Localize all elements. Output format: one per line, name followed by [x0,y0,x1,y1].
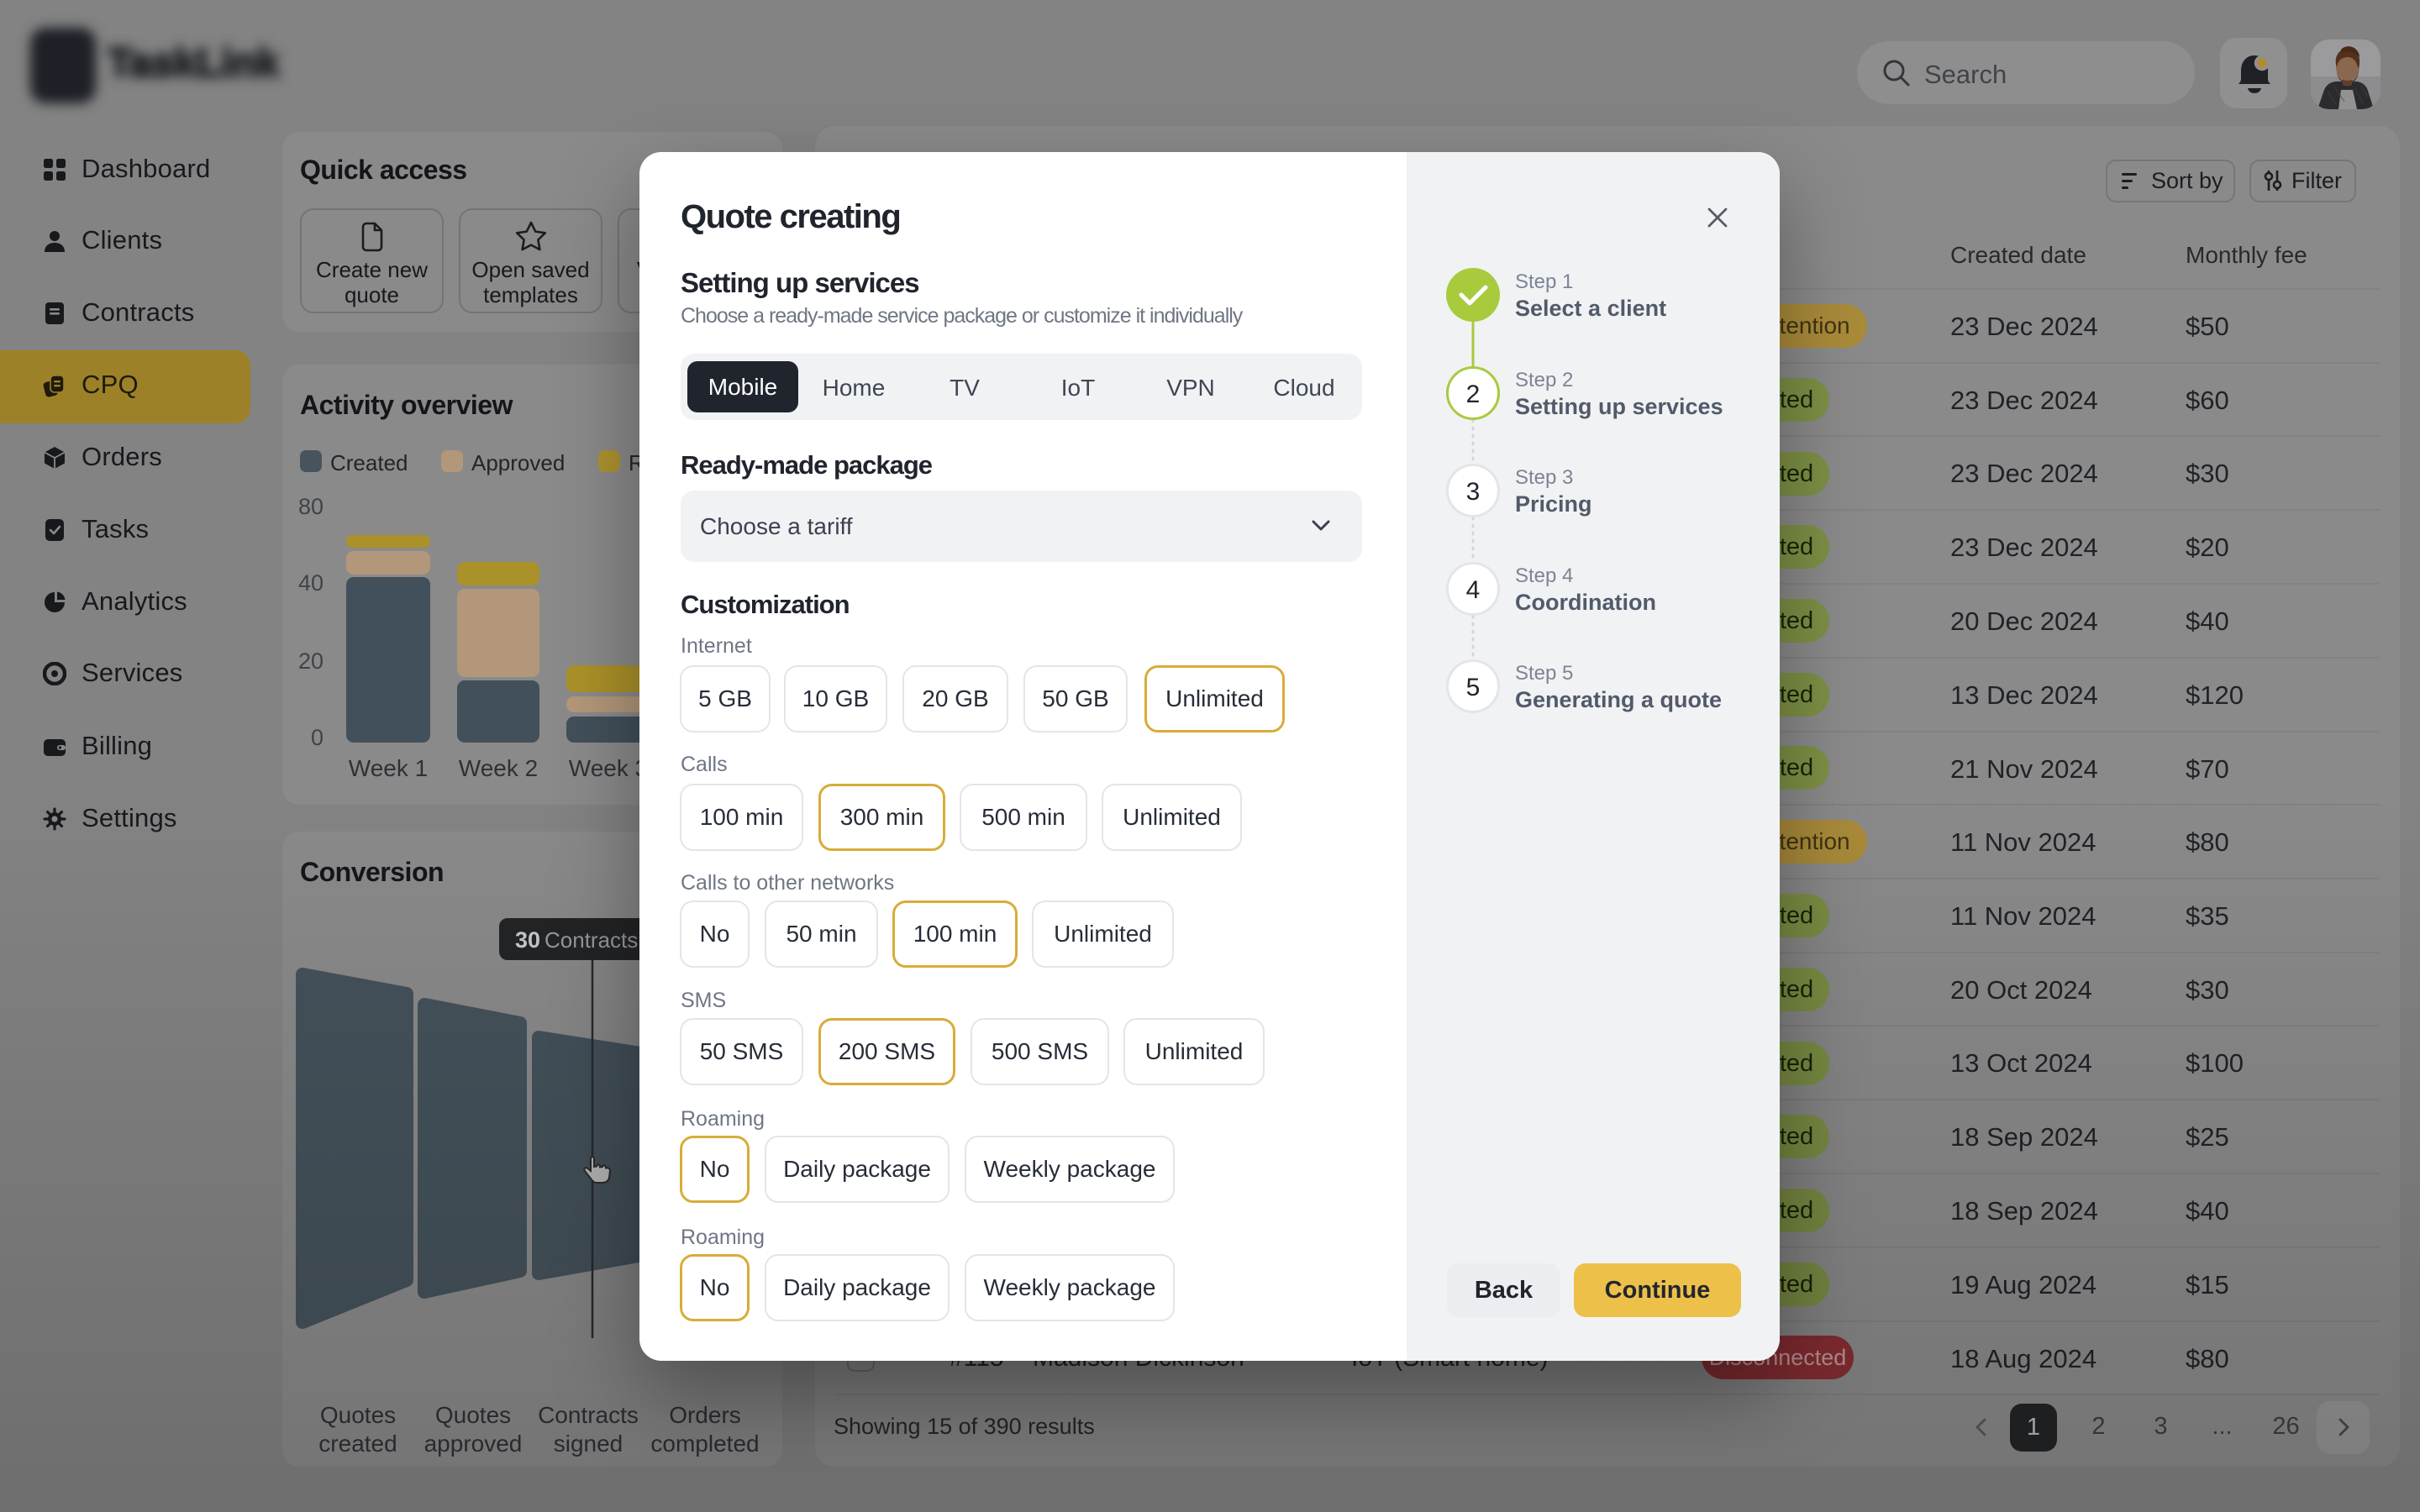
svg-text:30: 30 [515,927,540,953]
svg-text:5: 5 [1466,674,1481,701]
svg-text:2: 2 [1466,381,1481,408]
svg-text:3: 3 [1466,478,1481,506]
svg-text:4: 4 [1466,576,1481,604]
